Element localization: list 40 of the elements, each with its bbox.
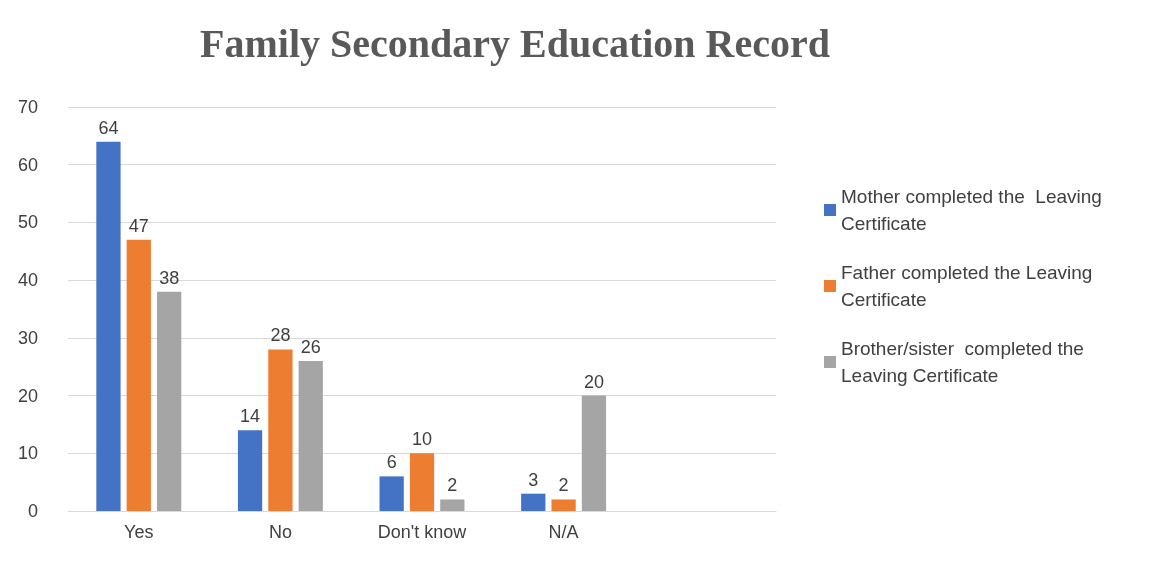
legend-label: Mother completed the Leaving Certificate [841, 186, 1108, 234]
bar [440, 499, 465, 511]
y-tick-label: 30 [17, 327, 38, 348]
data-label: 3 [528, 469, 539, 490]
data-label: 28 [270, 325, 291, 346]
legend-label: Brother/sister completed the Leaving Certificate [841, 338, 1090, 386]
x-tick-label: N/A [548, 522, 579, 542]
bar [126, 239, 151, 511]
bar [268, 349, 293, 511]
y-tick-label: 70 [17, 97, 38, 117]
y-tick-label: 20 [17, 385, 38, 406]
chart-title: Family Secondary Education Record [200, 20, 830, 66]
data-label: 6 [386, 452, 397, 473]
bar [157, 291, 182, 511]
y-tick-label: 60 [17, 154, 38, 175]
data-label: 10 [411, 429, 433, 450]
data-label: 26 [300, 336, 321, 357]
y-tick-label: 10 [17, 443, 38, 464]
bar [521, 493, 546, 511]
data-label: 14 [240, 406, 261, 427]
y-tick-label: 40 [17, 270, 38, 291]
y-tick-label: 50 [17, 212, 38, 233]
bar [237, 430, 263, 511]
data-label: 38 [159, 267, 180, 288]
x-tick-label: Don't know [377, 522, 468, 542]
data-label: 47 [128, 215, 149, 236]
bar [409, 453, 435, 511]
bar [551, 499, 576, 511]
legend-label: Father completed the Leaving Certificate [841, 262, 1098, 310]
data-label: 64 [98, 117, 119, 138]
x-tick-label: Yes [124, 522, 154, 542]
bar [379, 476, 404, 511]
y-tick-label: 0 [27, 501, 38, 521]
data-label: 2 [447, 475, 458, 496]
bar [581, 395, 607, 511]
data-label: 20 [583, 371, 604, 392]
bar [298, 360, 323, 511]
data-label: 2 [558, 475, 569, 496]
x-tick-label: No [268, 522, 292, 542]
bar [96, 141, 121, 511]
